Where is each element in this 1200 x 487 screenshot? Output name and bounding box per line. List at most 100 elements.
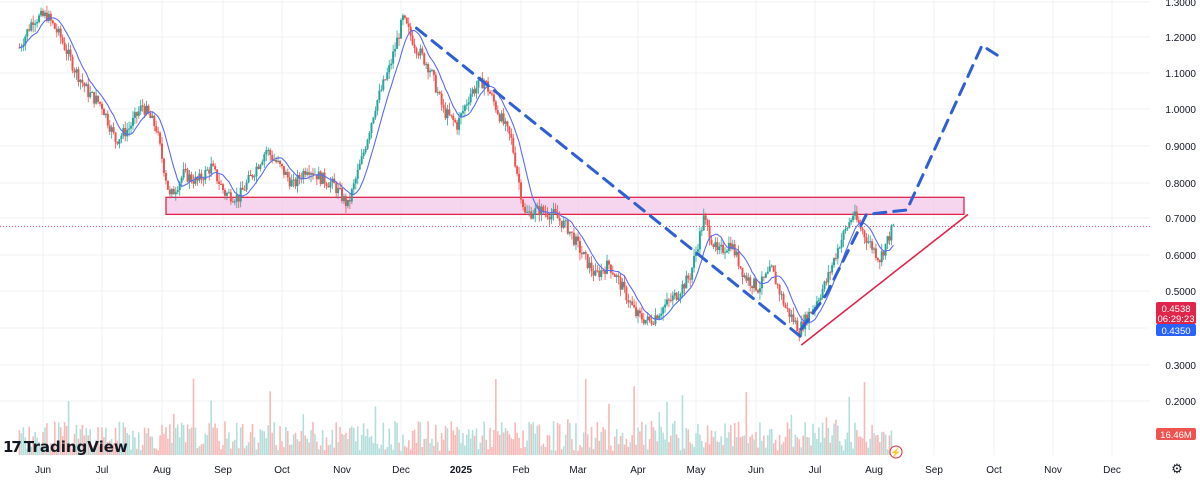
candle-body [49,13,52,21]
volume-bar [681,395,684,455]
volume-bar [89,429,91,455]
candle-body [548,217,551,220]
candle-body [161,143,163,159]
y-tick-label: 0.9000 [1165,142,1196,153]
volume-bar [650,421,653,455]
volume-bar [863,382,866,455]
volume-bar [321,429,324,455]
candle-body [231,201,234,203]
x-tick-label: Jun [748,465,764,476]
volume-bar [44,427,46,455]
candle-body [679,294,682,298]
volume-bar [251,423,254,455]
candle-body [321,172,324,185]
candle-body [648,316,651,321]
volume-bar [617,444,620,455]
volume-bar [32,436,34,455]
candle-body [101,103,103,109]
volume-bar [656,441,659,455]
candle-body [696,249,699,252]
candle-body [882,251,885,256]
candle-body [874,248,877,259]
volume-bar [702,447,705,455]
candle-body [243,189,246,191]
candle-body [425,64,428,66]
volume-bar [579,445,581,455]
candle-body [463,105,466,112]
candle-body [364,148,367,153]
candle-body [662,307,665,314]
volume-bar [413,429,416,455]
candle-body [829,272,832,274]
volume-bar [93,445,95,455]
volume-bar [588,447,591,455]
candle-body [67,49,70,54]
volume-bar [765,447,767,455]
candle-body [718,246,721,251]
candle-body [257,166,260,169]
x-axis: Jun Jul Aug Sep Oct Nov Dec 2025 Feb Mar Apr May Jun… [35,465,1121,476]
volume-bar [46,423,48,455]
volume-bar [429,443,431,455]
candle-body [164,172,167,181]
candle-body [708,225,711,240]
candle-body [147,105,150,113]
volume-bar [147,428,150,455]
gear-icon[interactable]: ⚙ [1171,461,1183,476]
candle-body [755,278,757,291]
brand-name: TradingView [23,438,128,456]
candle-body [886,236,889,244]
volume-bar [101,427,103,455]
candle-body [440,93,443,105]
volume-bar [52,449,54,455]
volume-bar [230,448,232,455]
candle-body [782,294,785,305]
volume-bar [372,442,375,455]
candle-body [267,150,270,152]
volume-bar [879,441,881,455]
candle-body [594,270,597,276]
candle-body [277,160,280,162]
candle-body [784,304,787,308]
candle-body [792,314,795,322]
volume-bar [677,438,680,455]
candle-body [53,23,56,29]
volume-bar [253,437,256,455]
candle-body [265,150,268,155]
volume-bar [404,445,406,455]
volume-bar [467,429,470,455]
tradingview-logo[interactable]: 17 TradingView [3,438,128,456]
candle-body [629,301,632,303]
volume-bar [75,424,78,455]
candle-body [671,295,674,301]
candle-body [145,105,148,115]
candle-body [251,175,254,178]
candle-body [239,187,242,202]
volume-bar [534,433,537,455]
candle-body [516,166,519,174]
candle-body [155,126,158,132]
volume-bar [329,444,332,455]
volume-bar [155,448,157,455]
candle-body [83,82,86,87]
x-tick-label: Nov [333,465,351,476]
candle-body [271,155,274,161]
volume-bar [411,430,414,455]
volume-bar [48,450,50,455]
volume-bar [464,445,466,455]
candle-body [712,244,715,248]
volume-bar [695,433,697,455]
y-tick-label: 0.5000 [1165,287,1196,298]
y-tick-label: 0.8000 [1165,179,1196,190]
volume-bar [267,425,270,455]
candle-body [751,285,754,289]
lightning-icon-glyph: ⚡ [890,447,901,459]
support-trendline [800,213,969,346]
volume-bar [384,449,387,455]
candle-body [149,112,152,118]
candle-body [481,77,484,89]
candle-body [815,301,818,307]
volume-bars [18,378,895,455]
candle-body [356,169,359,179]
